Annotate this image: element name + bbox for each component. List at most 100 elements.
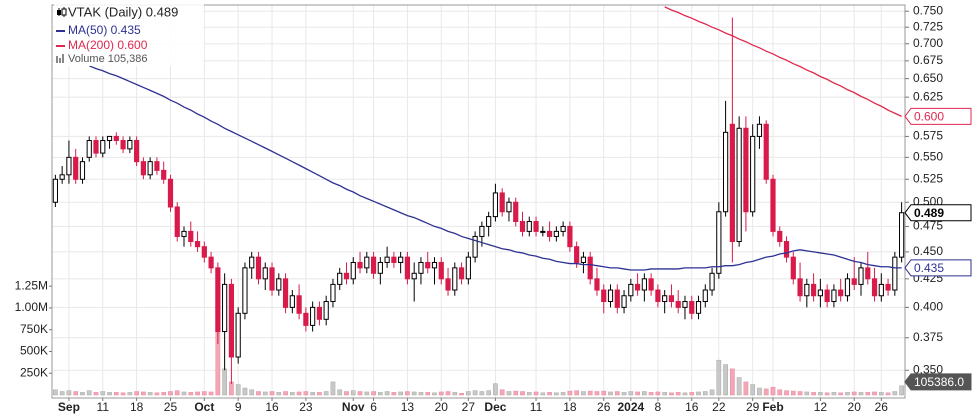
volume-bar — [377, 392, 383, 396]
candle-body — [140, 161, 146, 176]
volume-bar — [181, 391, 187, 396]
volume-bar — [289, 392, 295, 396]
y-tick-label: 0.750 — [913, 3, 943, 17]
volume-bar — [120, 392, 126, 396]
volume-bar — [59, 391, 65, 396]
volume-bar — [818, 392, 823, 396]
volume-bar — [574, 390, 580, 396]
candle-body — [86, 140, 92, 158]
volume-bar — [790, 390, 796, 396]
candle-body — [147, 161, 153, 176]
candle-body — [411, 272, 417, 280]
candle-body — [465, 256, 471, 280]
y-tick-label: 0.450 — [913, 244, 943, 258]
volume-bar — [872, 391, 877, 396]
volume-bar — [235, 384, 241, 396]
candle-body — [695, 301, 702, 314]
volume-bar — [357, 391, 363, 396]
volume-bar — [554, 392, 559, 396]
volume-bar — [770, 386, 776, 396]
candle-body — [783, 241, 790, 258]
candle-body — [621, 295, 627, 308]
y-tick-label: 0.700 — [913, 36, 943, 50]
volume-bar — [865, 392, 871, 396]
candle-body — [303, 312, 309, 326]
x-tick-label: Dec — [484, 400, 506, 414]
volume-bar — [533, 391, 539, 396]
volume-bar — [459, 393, 464, 396]
x-tick-label: Sep — [58, 400, 80, 414]
y2-tick-label: 1.25M — [15, 278, 48, 292]
candle-body — [851, 278, 857, 285]
volume-bar — [283, 391, 288, 396]
volume-bar — [269, 391, 275, 396]
volume-bar — [141, 391, 146, 396]
grid — [52, 5, 905, 398]
volume-bar — [811, 392, 816, 396]
y-tick-label: 0.575 — [913, 129, 943, 143]
volume-bar — [113, 392, 119, 396]
candle-body — [438, 261, 444, 280]
volume-bar — [391, 392, 397, 396]
volume-bar — [323, 391, 329, 396]
volume-bar — [621, 392, 627, 396]
candle-body — [215, 267, 221, 333]
candle-body — [838, 289, 844, 297]
volume-bar — [899, 385, 904, 396]
candle-body — [804, 283, 810, 297]
candle-body — [770, 178, 776, 232]
candle-body — [519, 220, 526, 232]
volume-bar — [398, 391, 403, 396]
volume-bar — [262, 391, 268, 396]
volume-bars — [53, 285, 904, 396]
candle-body — [641, 278, 647, 291]
y-tick-label: 0.650 — [913, 71, 943, 85]
volume-bar — [445, 391, 451, 396]
candle-body — [763, 123, 769, 180]
candle-body — [106, 135, 113, 142]
candle-body — [59, 174, 65, 180]
volume-bar — [330, 381, 336, 396]
candle-body — [662, 295, 668, 303]
volume-bar — [763, 388, 769, 396]
x-tick-label: 6 — [370, 400, 377, 414]
volume-bar — [784, 390, 789, 396]
volume-bar — [310, 392, 315, 396]
volume-bar — [86, 390, 92, 396]
volume-bar — [499, 389, 505, 396]
candle-body — [350, 261, 356, 280]
candle-body — [580, 256, 587, 263]
x-tick-label: 13 — [401, 400, 415, 414]
plot-frame — [51, 4, 906, 399]
candle-body — [188, 230, 194, 243]
x-tick-label: 12 — [814, 400, 828, 414]
candle-body — [134, 140, 140, 163]
candle-body — [330, 283, 336, 303]
candle-body — [120, 140, 126, 150]
candle-body — [201, 246, 207, 258]
candle-body — [384, 256, 390, 263]
volume-bar — [465, 391, 471, 396]
price-plot — [52, 6, 905, 384]
legend-entry: MA(200) 0.600 — [68, 38, 148, 52]
volume-bar — [107, 392, 112, 396]
candle-body — [276, 278, 282, 291]
candle-body — [655, 289, 661, 303]
x-tick-label: Feb — [762, 400, 783, 414]
y2-tick-label: 750K — [20, 322, 48, 336]
candle-body — [296, 295, 302, 314]
candle-body — [52, 178, 58, 203]
x-tick-label: Nov — [342, 400, 365, 414]
volume-bar — [547, 392, 552, 396]
y2-tick-label: 500K — [20, 344, 48, 358]
candle-body — [174, 206, 180, 237]
volume-bar — [506, 391, 512, 396]
candle-body — [357, 261, 363, 269]
price-flag-label: 0.435 — [914, 261, 944, 275]
y-tick-label: 0.675 — [913, 53, 943, 67]
y-tick-label: 0.375 — [913, 330, 943, 344]
candle-body — [533, 220, 539, 232]
volume-bar — [201, 391, 207, 396]
volume-bar — [885, 392, 891, 396]
candle-body — [425, 261, 431, 269]
